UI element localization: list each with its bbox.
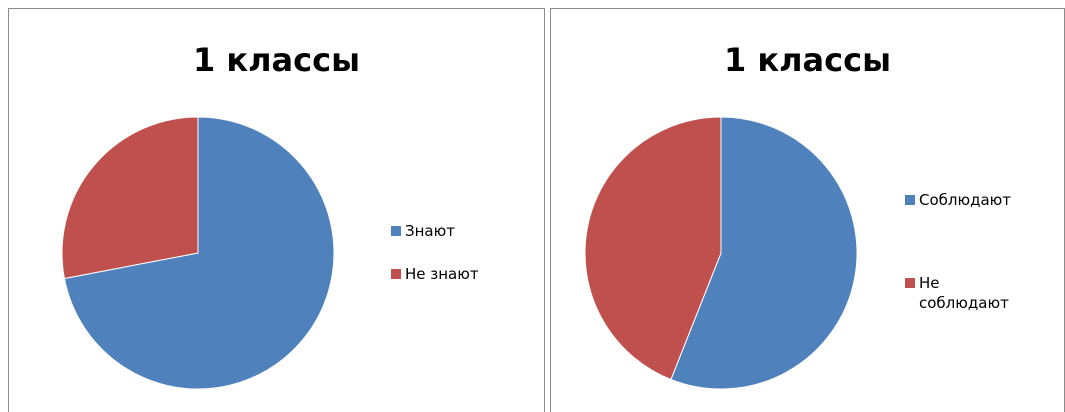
chart-title: 1 классы	[723, 41, 892, 79]
legend-label: Не соблюдают	[919, 274, 1009, 312]
pie-slice	[670, 116, 858, 390]
legend-item: Не знают	[391, 264, 531, 284]
pie-chart	[584, 116, 858, 390]
chart-panel: 1 классы Соблюдают Не соблюдают	[550, 8, 1065, 412]
pie-slice	[61, 116, 199, 280]
pie-slice	[584, 116, 722, 381]
legend-item: Соблюдают	[905, 190, 1015, 210]
legend-swatch	[905, 278, 915, 288]
legend-swatch	[391, 269, 401, 279]
legend-swatch	[905, 195, 915, 205]
legend-label: Знают	[405, 222, 455, 240]
legend-item: Знают	[391, 221, 531, 241]
pie-slice	[63, 116, 335, 390]
chart-panel: 1 классы Знают Не знают	[8, 8, 545, 412]
legend-label: Соблюдают	[919, 191, 1012, 209]
legend-label: Не знают	[405, 265, 479, 283]
chart-title: 1 классы	[192, 41, 361, 79]
legend-item: Не соблюдают	[905, 273, 1015, 313]
pie-chart	[61, 116, 335, 390]
legend-swatch	[391, 226, 401, 236]
